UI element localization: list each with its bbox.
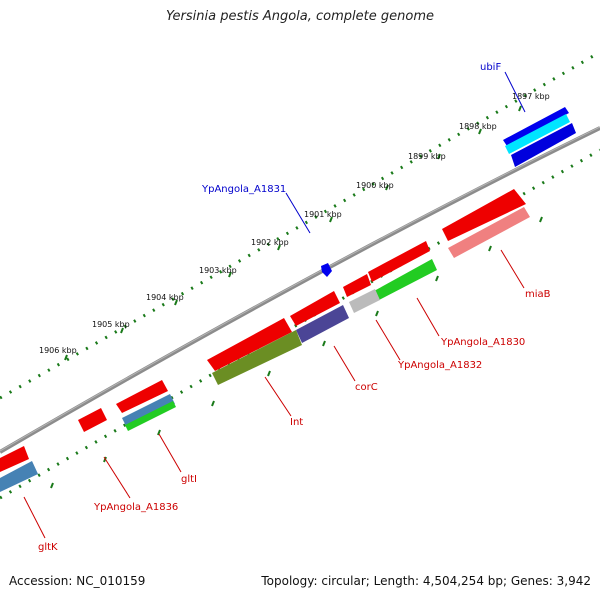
gene-gltK-block[interactable]	[0, 446, 38, 492]
outer-tick-track	[0, 50, 600, 400]
gene-corC-block[interactable]	[290, 291, 349, 343]
map-title: Yersinia pestis Angola, complete genome	[166, 9, 434, 24]
genome-backbone-highlight	[0, 126, 600, 452]
gene-miaB-block[interactable]	[442, 189, 530, 258]
gene-label-ubiF[interactable]: ubiF	[480, 62, 501, 73]
gene-YpAngola_A1832-block[interactable]	[343, 274, 380, 313]
kbp-label-1906: 1906 kbp	[39, 346, 77, 355]
kbp-label-1902: 1902 kbp	[251, 238, 289, 247]
accession-text: Accession: NC_010159	[9, 574, 146, 588]
gene-label-gltK[interactable]: gltK	[38, 542, 58, 553]
kbp-label-1905: 1905 kbp	[92, 320, 130, 329]
gene-label-miaB[interactable]: miaB	[525, 289, 551, 300]
gene-gltI-block[interactable]	[116, 380, 176, 431]
kbp-labels: 1897 kbp 1898 kbp 1899 kbp 1900 kbp 1901…	[39, 92, 550, 355]
kbp-label-1904: 1904 kbp	[146, 293, 184, 302]
gene-label-Int[interactable]: Int	[290, 417, 303, 428]
genome-backbone	[0, 126, 600, 454]
gene-YpAngola_A1831-arrow[interactable]	[321, 263, 332, 277]
gene-label-YpAngola_A1832[interactable]: YpAngola_A1832	[397, 360, 482, 371]
gene-Int-block[interactable]	[207, 318, 302, 385]
gene-label-gltI[interactable]: gltI	[181, 474, 197, 485]
inner-major-ticks	[50, 216, 543, 489]
kbp-label-1901: 1901 kbp	[304, 210, 342, 219]
label-leaders	[23, 71, 526, 539]
genome-summary-text: Topology: circular; Length: 4,504,254 bp…	[261, 574, 591, 588]
gene-labels: ubiF YpAngola_A1831 miaB YpAngola_A1830 …	[38, 62, 551, 553]
gene-ubiF-block[interactable]	[503, 107, 576, 167]
kbp-label-1900: 1900 kbp	[356, 181, 394, 190]
gene-YpAngola_A1836-block[interactable]	[78, 408, 107, 432]
outer-major-ticks	[64, 105, 522, 361]
gene-label-YpAngola_A1831[interactable]: YpAngola_A1831	[201, 184, 286, 195]
gene-label-YpAngola_A1830[interactable]: YpAngola_A1830	[440, 337, 525, 348]
kbp-label-1897: 1897 kbp	[512, 92, 550, 101]
gene-YpAngola_A1830-block[interactable]	[368, 241, 437, 300]
gene-label-YpAngola_A1836[interactable]: YpAngola_A1836	[93, 502, 178, 513]
kbp-label-1899: 1899 kbp	[408, 152, 446, 161]
kbp-label-1898: 1898 kbp	[459, 122, 497, 131]
kbp-label-1903: 1903 kbp	[199, 266, 237, 275]
gene-label-corC[interactable]: corC	[355, 382, 378, 393]
